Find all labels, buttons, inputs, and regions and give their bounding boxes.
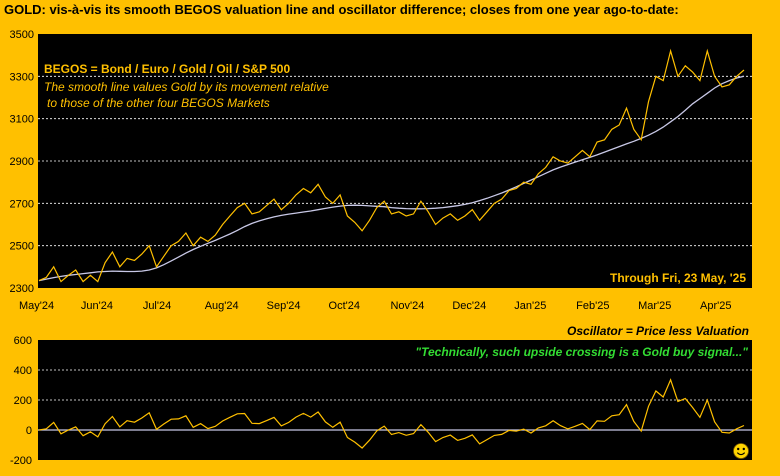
legend-description-line-2: to those of the other four BEGOS Markets <box>47 96 270 110</box>
y-tick-label: 200 <box>14 395 32 407</box>
x-tick-label: Sep'24 <box>267 300 301 312</box>
x-tick-label: May'24 <box>19 300 54 312</box>
y-tick-label: 2500 <box>10 241 34 253</box>
x-tick-label: Nov'24 <box>390 300 424 312</box>
chart-title: GOLD: vis-à-vis its smooth BEGOS valuati… <box>4 2 679 17</box>
oscillator-gridlines <box>38 369 752 431</box>
price-y-axis: 2300 2500 2700 2900 3100 3300 3500 <box>10 29 34 295</box>
price-line <box>38 48 745 283</box>
y-tick-label: 2900 <box>10 156 34 168</box>
x-tick-label: Aug'24 <box>205 300 239 312</box>
x-tick-label: Mar'25 <box>638 300 671 312</box>
x-tick-label: Apr'25 <box>700 300 731 312</box>
y-tick-label: 0 <box>26 425 32 437</box>
oscillator-label: Oscillator = Price less Valuation <box>567 324 749 338</box>
legend-title: BEGOS = Bond / Euro / Gold / Oil / S&P 5… <box>44 62 290 76</box>
x-tick-label: Feb'25 <box>576 300 609 312</box>
oscillator-y-axis: -200 0 200 400 600 <box>10 335 32 467</box>
buy-signal-quote: "Technically, such upside crossing is a … <box>415 345 748 359</box>
through-date-label: Through Fri, 23 May, '25 <box>610 271 746 285</box>
y-tick-label: 400 <box>14 365 32 377</box>
x-tick-label: Jun'24 <box>81 300 113 312</box>
y-tick-label: 3500 <box>10 29 34 41</box>
valuation-line <box>38 75 745 282</box>
y-tick-label: 3100 <box>10 114 34 126</box>
x-tick-label: Jan'25 <box>514 300 546 312</box>
oscillator-line <box>38 378 745 449</box>
x-tick-label: Oct'24 <box>329 300 360 312</box>
x-tick-label: Dec'24 <box>452 300 486 312</box>
price-x-axis: May'24 Jun'24 Jul'24 Aug'24 Sep'24 Oct'24 Nov'… <box>19 300 731 312</box>
legend-description-line-1: The smooth line values Gold by its movem… <box>44 80 329 94</box>
y-tick-label: 3300 <box>10 71 34 83</box>
y-tick-label: 600 <box>14 335 32 347</box>
y-tick-label: -200 <box>10 455 32 467</box>
price-gridlines <box>38 75 752 247</box>
y-tick-label: 2300 <box>10 283 34 295</box>
y-tick-label: 2700 <box>10 198 34 210</box>
x-tick-label: Jul'24 <box>143 300 171 312</box>
smiley-face-icon <box>733 443 749 459</box>
